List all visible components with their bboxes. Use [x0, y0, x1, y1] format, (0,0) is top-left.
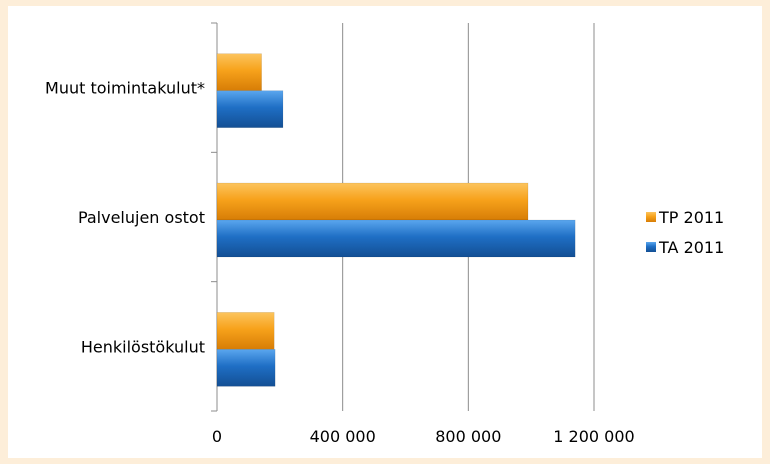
bar-ta-2011 — [216, 90, 284, 128]
legend-label: TP 2011 — [658, 208, 724, 227]
bar-tp-2011 — [216, 53, 262, 91]
bar-tp-2011 — [216, 312, 275, 350]
x-tick-label: 800 000 — [435, 427, 501, 446]
category-label: Palvelujen ostot — [78, 208, 205, 227]
legend-swatch — [646, 212, 656, 222]
bar-tp-2011 — [216, 182, 529, 221]
legend-swatch — [646, 242, 656, 252]
legend: TP 2011 TA 2011 — [646, 208, 724, 257]
legend-label: TA 2011 — [658, 238, 724, 257]
category-label: Muut toimintakulut* — [45, 79, 205, 98]
x-tick-label: 0 — [212, 427, 222, 446]
labels: Henkilöstökulut Palvelujen ostot Muut toim… — [45, 79, 635, 446]
bars — [216, 53, 576, 387]
bar-ta-2011 — [216, 219, 576, 258]
axes — [211, 22, 218, 412]
chart-frame: Henkilöstökulut Palvelujen ostot Muut toim… — [8, 6, 762, 458]
bar-chart: Henkilöstökulut Palvelujen ostot Muut toim… — [45, 22, 724, 446]
category-label: Henkilöstökulut — [81, 337, 205, 356]
bar-ta-2011 — [216, 349, 276, 387]
x-tick-label: 400 000 — [310, 427, 376, 446]
x-tick-label: 1 200 000 — [553, 427, 634, 446]
